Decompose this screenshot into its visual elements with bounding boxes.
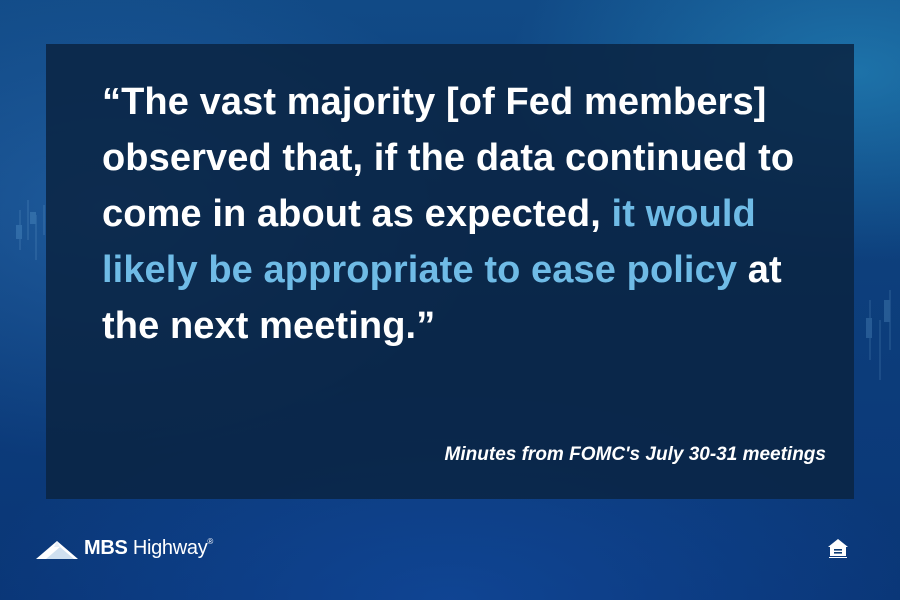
quote-text: “The vast majority [of Fed members] obse… bbox=[102, 74, 802, 354]
quote-panel: “The vast majority [of Fed members] obse… bbox=[46, 44, 854, 499]
brand-name: MBS Highway® bbox=[84, 537, 213, 560]
brand-name-bold: MBS bbox=[84, 537, 128, 559]
mountain-logo-icon bbox=[36, 540, 78, 559]
quote-highlight: it would likely be appropriate to ease p… bbox=[102, 193, 756, 291]
registered-mark: ® bbox=[207, 537, 214, 546]
quote-part-2: at the next meeting.” bbox=[102, 249, 782, 347]
equal-housing-opportunity-icon bbox=[828, 539, 848, 558]
quote-part-1: “The vast majority [of Fed members] obse… bbox=[102, 81, 795, 235]
brand-name-regular: Highway bbox=[132, 537, 208, 559]
quote-source: Minutes from FOMC's July 30-31 meetings bbox=[444, 444, 826, 465]
brand-logo: MBS Highway® bbox=[36, 537, 213, 560]
